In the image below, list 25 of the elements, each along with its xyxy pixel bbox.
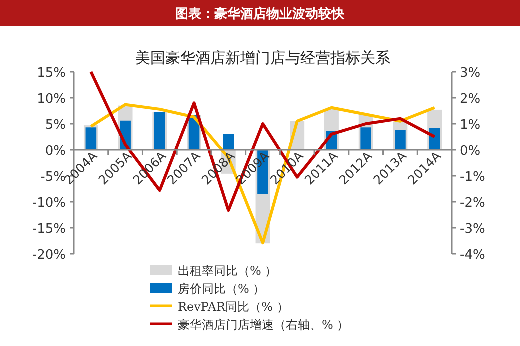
- legend-label: 出租率同比（% ）: [178, 264, 278, 278]
- y2-tick-label: -3%: [460, 222, 486, 237]
- y-tick-label: 0%: [45, 144, 66, 159]
- y-tick-label: -10%: [32, 196, 66, 211]
- legend-label: 豪华酒店门店增速（右轴、% ）: [178, 318, 350, 332]
- y-tick-label: 15%: [37, 66, 66, 81]
- y2-tick-label: -1%: [460, 170, 486, 185]
- y2-tick-label: -4%: [460, 248, 486, 263]
- y2-tick-label: 3%: [460, 66, 481, 81]
- y2-tick-label: 1%: [460, 118, 481, 133]
- bar: [223, 134, 234, 150]
- chart-subtitle: 美国豪华酒店新增门店与经营指标关系: [136, 49, 390, 67]
- y2-tick-label: -2%: [460, 196, 486, 211]
- y-tick-label: 10%: [37, 92, 66, 107]
- bar: [395, 130, 406, 150]
- legend-label: RevPAR同比（% ）: [178, 300, 289, 314]
- y-tick-label: -20%: [32, 248, 66, 263]
- y-tick-label: -5%: [40, 170, 66, 185]
- y-tick-label: -15%: [32, 222, 66, 237]
- bar: [360, 128, 372, 150]
- legend-label: 房价同比（% ）: [178, 282, 266, 296]
- y2-tick-label: 2%: [460, 92, 481, 107]
- y2-tick-label: 0%: [460, 144, 481, 159]
- y-tick-label: 5%: [45, 118, 66, 133]
- chart-title: 图表：豪华酒店物业波动较快: [176, 6, 346, 22]
